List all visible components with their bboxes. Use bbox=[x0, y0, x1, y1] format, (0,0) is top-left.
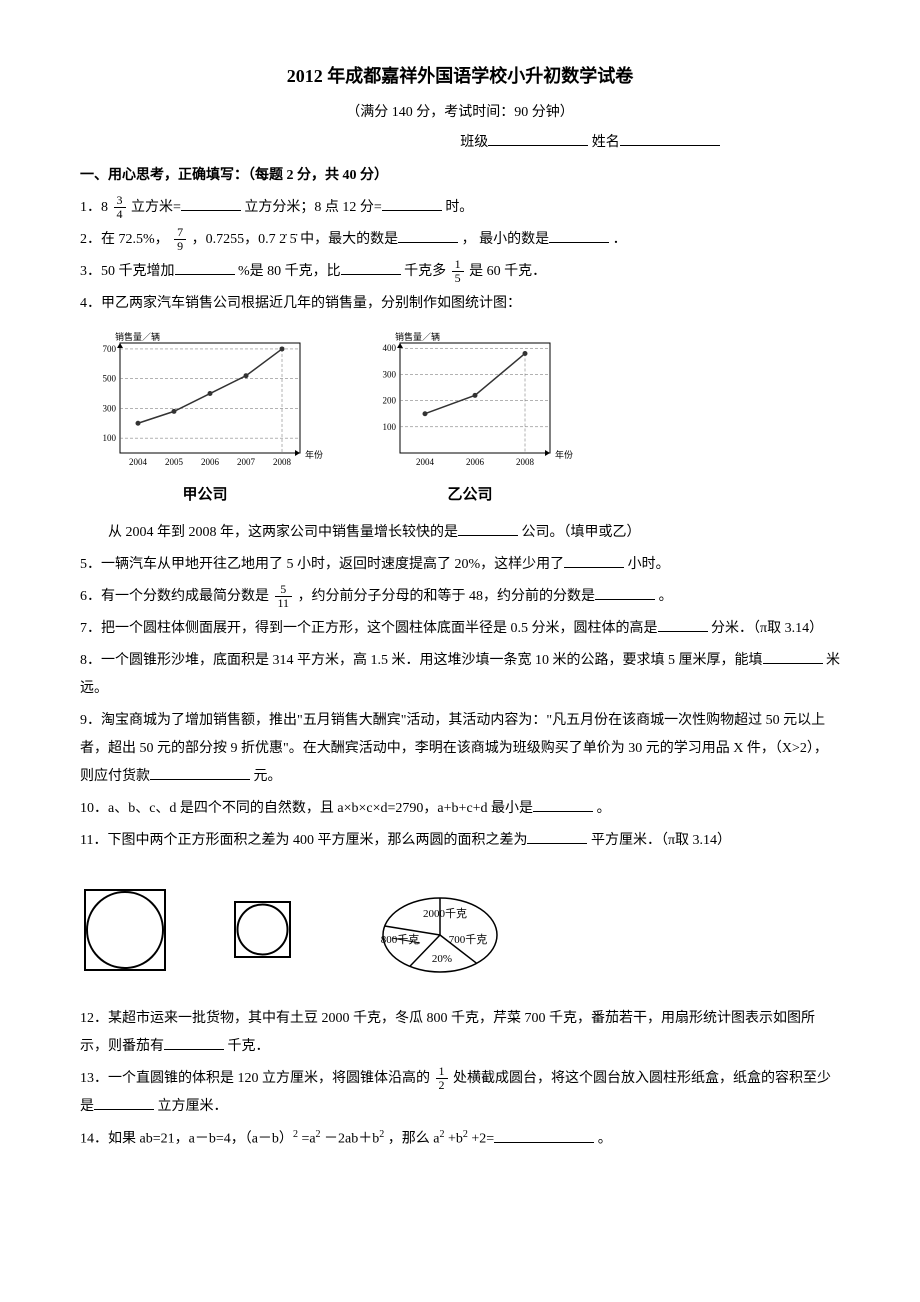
question-4: 4．甲乙两家汽车销售公司根据近几年的销售量，分别制作如图统计图： bbox=[80, 290, 840, 318]
fraction-1-2: 12 bbox=[436, 1065, 448, 1092]
svg-text:300: 300 bbox=[383, 369, 397, 379]
fraction-1-5: 15 bbox=[452, 258, 464, 285]
chart-b-container: 销售量／辆年份 100 200 300 400 2004 2006 2008 乙公司 bbox=[360, 328, 580, 509]
blank bbox=[150, 765, 250, 780]
svg-text:100: 100 bbox=[383, 422, 397, 432]
fraction-5-11: 511 bbox=[275, 583, 293, 610]
class-blank bbox=[488, 131, 588, 146]
chart-b-label: 乙公司 bbox=[447, 482, 492, 509]
blank bbox=[658, 617, 708, 632]
blank bbox=[94, 1095, 154, 1110]
svg-text:100: 100 bbox=[103, 433, 117, 443]
question-4-followup: 从 2004 年到 2008 年，这两家公司中销售量增长较快的是 公司。（填甲或… bbox=[80, 519, 840, 547]
class-label: 班级 bbox=[460, 135, 488, 150]
question-1: 1．8 34 立方米= 立方分米；8 点 12 分= 时。 bbox=[80, 194, 840, 222]
figures-row: 2000千克700千克20%800千克 bbox=[80, 870, 840, 990]
name-label: 姓名 bbox=[592, 135, 620, 150]
blank bbox=[175, 260, 235, 275]
svg-text:销售量／辆: 销售量／辆 bbox=[395, 331, 440, 342]
charts-container: 销售量／辆年份10030050070020042005200620072008 … bbox=[80, 328, 840, 509]
svg-text:2008: 2008 bbox=[516, 457, 535, 467]
blank bbox=[763, 649, 823, 664]
question-14: 14．如果 ab=21，a－b=4，（a－b）2 =a2 －2ab＋b2 ，那么… bbox=[80, 1125, 840, 1154]
blank bbox=[564, 553, 624, 568]
question-7: 7．把一个圆柱体侧面展开，得到一个正方形，这个圆柱体底面半径是 0.5 分米，圆… bbox=[80, 615, 840, 643]
question-2: 2．在 72.5%， 79 ，0.7255，0.7 2̇ 5̇ 中，最大的数是 … bbox=[80, 226, 840, 254]
subtitle: （满分 140 分，考试时间：90 分钟） bbox=[80, 100, 840, 125]
svg-text:2004: 2004 bbox=[416, 457, 435, 467]
blank bbox=[164, 1035, 224, 1050]
blank bbox=[533, 797, 593, 812]
question-5: 5．一辆汽车从甲地开往乙地用了 5 小时，返回时速度提高了 20%，这样少用了 … bbox=[80, 551, 840, 579]
page-title: 2012 年成都嘉祥外国语学校小升初数学试卷 bbox=[80, 60, 840, 92]
svg-text:2008: 2008 bbox=[273, 457, 292, 467]
blank bbox=[595, 585, 655, 600]
svg-text:700: 700 bbox=[103, 344, 117, 354]
chart-a-container: 销售量／辆年份10030050070020042005200620072008 … bbox=[80, 328, 330, 509]
blank bbox=[398, 228, 458, 243]
svg-text:年份: 年份 bbox=[555, 449, 573, 460]
pie-chart: 2000千克700千克20%800千克 bbox=[355, 870, 515, 990]
name-blank bbox=[620, 131, 720, 146]
question-8: 8．一个圆锥形沙堆，底面积是 314 平方米，高 1.5 米．用这堆沙填一条宽 … bbox=[80, 647, 840, 703]
question-10: 10．a、b、c、d 是四个不同的自然数，且 a×b×c×d=2790，a+b+… bbox=[80, 795, 840, 823]
svg-text:销售量／辆: 销售量／辆 bbox=[115, 331, 160, 342]
blank bbox=[181, 196, 241, 211]
svg-text:400: 400 bbox=[383, 343, 397, 353]
question-9: 9．淘宝商城为了增加销售额，推出"五月销售大酬宾"活动，其活动内容为："凡五月份… bbox=[80, 707, 840, 791]
question-6: 6．有一个分数约成最简分数是 511 ，约分前分子分母的和等于 48，约分前的分… bbox=[80, 583, 840, 611]
svg-text:300: 300 bbox=[103, 403, 117, 413]
chart-b: 销售量／辆年份 100 200 300 400 2004 2006 2008 bbox=[360, 328, 580, 478]
question-12: 12．某超市运来一批货物，其中有土豆 2000 千克，冬瓜 800 千克，芹菜 … bbox=[80, 1005, 840, 1061]
student-info-line: 班级 姓名 bbox=[80, 130, 840, 155]
svg-text:2000千克: 2000千克 bbox=[423, 907, 467, 920]
svg-text:700千克: 700千克 bbox=[449, 933, 488, 946]
fraction-7-9: 79 bbox=[174, 226, 186, 253]
svg-text:2006: 2006 bbox=[466, 457, 485, 467]
blank bbox=[549, 228, 609, 243]
svg-text:20%: 20% bbox=[432, 953, 452, 965]
blank bbox=[458, 521, 518, 536]
blank bbox=[494, 1128, 594, 1143]
svg-text:2004: 2004 bbox=[129, 457, 148, 467]
chart-a: 销售量／辆年份 100 300 500 700 2004 2005 2006 2007 2008 bbox=[80, 328, 330, 478]
blank bbox=[382, 196, 442, 211]
svg-text:2005: 2005 bbox=[165, 457, 184, 467]
svg-text:200: 200 bbox=[383, 396, 397, 406]
svg-text:2007: 2007 bbox=[237, 457, 256, 467]
section-1-header: 一、用心思考，正确填写：（每题 2 分，共 40 分） bbox=[80, 163, 840, 188]
square-circle-small bbox=[230, 897, 295, 962]
square-circle-large bbox=[80, 885, 170, 975]
question-13: 13．一个直圆锥的体积是 120 立方厘米，将圆锥体沿高的 12 处横截成圆台，… bbox=[80, 1065, 840, 1121]
question-3: 3．50 千克增加 %是 80 千克，比 千克多 15 是 60 千克． bbox=[80, 258, 840, 286]
question-11: 11．下图中两个正方形面积之差为 400 平方厘米，那么两圆的面积之差为 平方厘… bbox=[80, 827, 840, 855]
svg-text:500: 500 bbox=[103, 374, 117, 384]
svg-text:2006: 2006 bbox=[201, 457, 220, 467]
fraction-3-4: 34 bbox=[114, 194, 126, 221]
svg-text:年份: 年份 bbox=[305, 449, 323, 460]
blank bbox=[527, 829, 587, 844]
blank bbox=[341, 260, 401, 275]
chart-a-label: 甲公司 bbox=[182, 482, 227, 509]
